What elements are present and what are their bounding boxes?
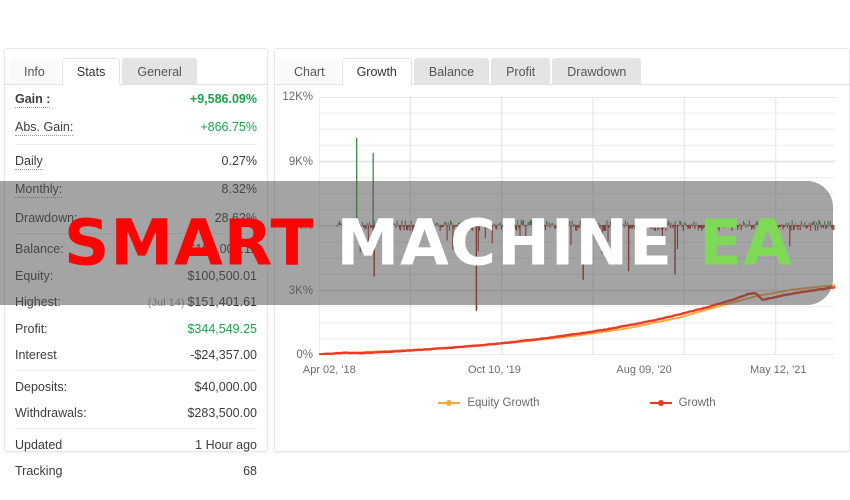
legend-swatch-icon: [438, 400, 461, 406]
stat-label: Updated: [15, 437, 63, 452]
stat-label: Tracking: [15, 464, 63, 478]
growth-chart-svg: [319, 97, 835, 355]
chart-legend: Equity Growth Growth: [319, 397, 835, 409]
stat-row: Gain : +9,586.09%: [15, 85, 257, 114]
stat-label: Balance:: [15, 242, 64, 256]
stat-row: Updated 1 Hour ago: [15, 431, 257, 458]
y-axis-tick-label: 6K%: [288, 220, 313, 232]
tab-general[interactable]: General: [122, 57, 197, 84]
stat-row: Equity: $100,500.01: [15, 262, 257, 289]
stat-value: 1 Hour ago: [195, 437, 257, 452]
stat-label[interactable]: Monthly:: [15, 182, 63, 198]
stat-value: $344,549.25: [187, 321, 257, 336]
stat-value: $100,001.11: [188, 242, 257, 256]
stat-value: $100,500.01: [187, 268, 257, 283]
stat-row: Daily 0.27%: [15, 147, 257, 176]
y-axis-tick-label: 12K%: [282, 91, 313, 103]
divider: [15, 370, 257, 371]
x-axis-tick-label: Apr 02, '18: [302, 364, 356, 376]
stat-label: Equity:: [15, 268, 54, 283]
tab-stats[interactable]: Stats: [61, 57, 121, 85]
stats-tabbar: Info Stats General: [5, 49, 267, 85]
stat-value: $283,500.00: [187, 406, 257, 420]
stat-label: Drawdown:: [15, 210, 78, 225]
series-line-growth: [319, 287, 835, 354]
stat-row: Balance: $100,001.11: [15, 236, 257, 263]
growth-chart-plot[interactable]: 0% 3K% 6K% 9K% 12K% Apr 02, '18 Oct 10, '19 Aug…: [282, 91, 835, 376]
stat-row: Deposits: $40,000.00: [15, 373, 257, 400]
tab-profit[interactable]: Profit: [491, 57, 551, 84]
stat-value: $40,000.00: [194, 379, 257, 394]
stat-row: Profit: $344,549.25: [15, 315, 257, 342]
stats-panel: Info Stats General Gain : +9,586.09% Abs. Ga…: [4, 48, 268, 478]
stat-label: Interest: [15, 348, 57, 362]
stat-label: Highest:: [15, 295, 61, 309]
stat-label: Withdrawals:: [15, 406, 87, 420]
y-axis-tick-label: 3K%: [288, 284, 313, 297]
legend-swatch-icon: [649, 400, 672, 406]
stat-row: Abs. Gain: +866.75%: [15, 114, 257, 143]
stat-row: Drawdown: 28.62%: [15, 204, 257, 231]
stats-rows: Gain : +9,586.09% Abs. Gain: +866.75% Daily 0…: [5, 85, 267, 484]
stat-value: +866.75%: [200, 120, 257, 134]
spike-band: [337, 138, 834, 311]
stat-label: Profit:: [15, 321, 48, 336]
stat-row: Tracking 68: [15, 458, 257, 485]
x-axis-tick-label: Aug 09, '20: [616, 364, 672, 376]
stat-row: Interest -$24,357.00: [15, 342, 257, 369]
tab-growth[interactable]: Growth: [341, 57, 412, 85]
legend-label: Growth: [678, 397, 716, 409]
stat-value: (Jul 14) $151,401.61: [147, 295, 257, 309]
stat-value: -$24,357.00: [190, 348, 257, 362]
y-axis-tick-label: 0%: [296, 349, 313, 361]
stat-value: 0.27%: [221, 153, 257, 168]
tab-chart[interactable]: Chart: [279, 57, 340, 84]
stat-row: Highest: (Jul 14) $151,401.61: [15, 289, 257, 316]
stat-value: 8.32%: [221, 182, 257, 196]
legend-item[interactable]: Growth: [649, 397, 716, 409]
divider: [15, 232, 257, 234]
stat-row: Withdrawals: $283,500.00: [15, 400, 257, 427]
divider: [15, 428, 257, 429]
stat-value: 28.62%: [214, 210, 257, 225]
x-axis-tick-label: May 12, '21: [749, 364, 807, 376]
chart-tabbar: Chart Growth Balance Profit Drawdown: [275, 49, 849, 85]
tab-info[interactable]: Info: [9, 57, 60, 84]
stat-label[interactable]: Abs. Gain:: [15, 120, 74, 136]
tab-balance[interactable]: Balance: [413, 57, 490, 84]
stat-row: Monthly: 8.32%: [15, 176, 257, 205]
chart-panel: Chart Growth Balance Profit Drawdown 0% 3K% 6K…: [274, 48, 850, 452]
legend-item[interactable]: Equity Growth: [438, 397, 540, 409]
stat-label[interactable]: Gain :: [15, 91, 51, 108]
stat-value: +9,586.09%: [189, 91, 257, 106]
tab-drawdown[interactable]: Drawdown: [552, 57, 642, 84]
stat-value: 68: [243, 464, 257, 478]
stat-value-note: (Jul 14): [147, 297, 185, 309]
y-axis-tick-label: 9K%: [288, 155, 313, 168]
stat-label[interactable]: Daily: [15, 153, 43, 170]
divider: [15, 144, 257, 145]
chart-body: 0% 3K% 6K% 9K% 12K% Apr 02, '18 Oct 10, '19 Aug…: [275, 85, 849, 451]
x-axis-tick-label: Oct 10, '19: [468, 364, 521, 376]
stat-label: Deposits:: [15, 379, 68, 394]
legend-label: Equity Growth: [467, 397, 540, 409]
